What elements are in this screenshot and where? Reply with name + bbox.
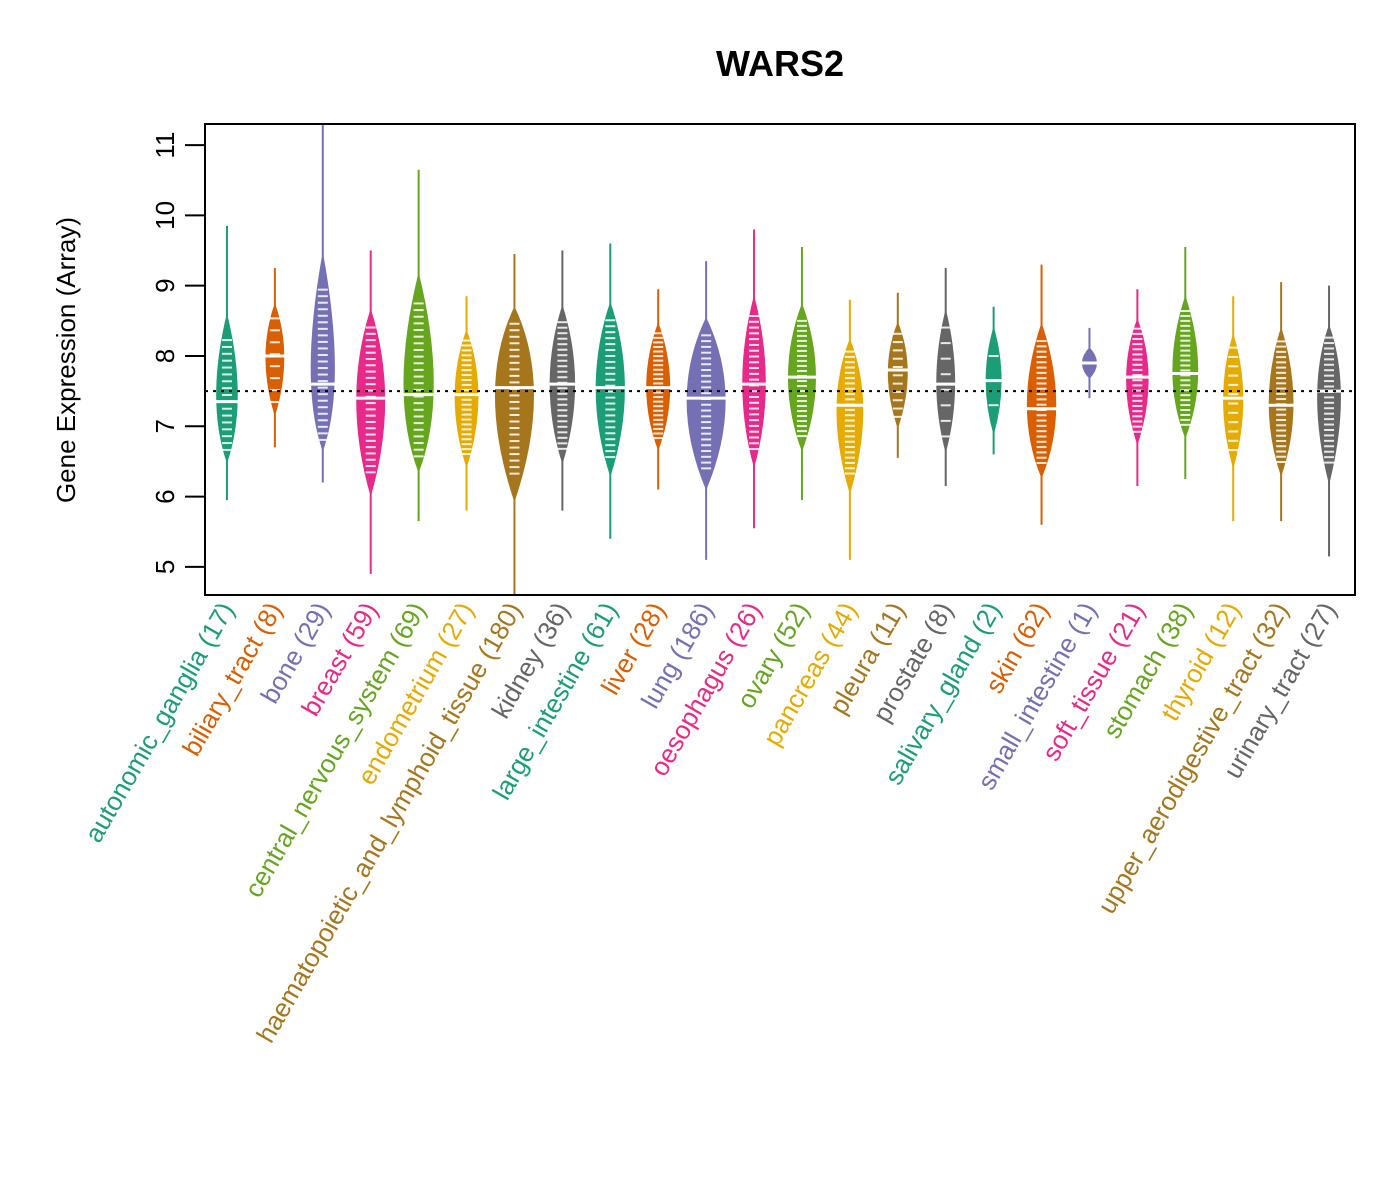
violin-body <box>265 302 285 417</box>
y-tick-label: 7 <box>150 419 180 433</box>
violin-liver <box>641 289 675 490</box>
violin-central-nervous-system <box>397 169 440 522</box>
y-tick-label: 9 <box>150 278 180 292</box>
violin-body <box>1172 295 1199 439</box>
violin-salivary-gland <box>982 306 1005 455</box>
violin-upper-aerodigestive-tract <box>1263 282 1299 522</box>
violin-pleura <box>884 292 912 458</box>
x-axis-labels: autonomic_ganglia (17)biliary_tract (8)b… <box>78 597 1342 1048</box>
violin-kidney <box>544 250 581 511</box>
y-axis: 5 6 7 8 9 10 11 <box>150 132 205 574</box>
violin-urinary-tract <box>1312 285 1346 557</box>
violin-body <box>310 251 335 452</box>
violin-large-intestine <box>590 243 631 539</box>
violin-prostate <box>932 268 959 487</box>
y-tick-label: 11 <box>150 132 180 159</box>
violin-breast <box>350 250 391 574</box>
violin-body <box>454 329 479 469</box>
violin-body <box>1026 322 1057 479</box>
violins <box>212 124 1346 595</box>
violin-oesophagus <box>737 229 771 529</box>
violin-ovary <box>782 247 822 501</box>
violin-haematopoietic-and-lymphoid-tissue <box>487 254 542 595</box>
violin-body <box>595 301 625 477</box>
y-axis-label: Gene Expression (Array) <box>51 217 81 503</box>
violin-stomach <box>1167 247 1204 480</box>
violin-body <box>1223 332 1244 469</box>
y-tick-label: 6 <box>150 489 180 503</box>
chart-title: WARS2 <box>716 43 844 84</box>
violin-autonomic-ganglia <box>212 225 242 501</box>
violin-body <box>403 272 434 473</box>
violin-body <box>494 306 534 503</box>
y-tick-label: 5 <box>150 560 180 574</box>
violin-body <box>1126 318 1149 446</box>
violin-body <box>742 295 766 469</box>
y-tick-label: 10 <box>150 201 180 230</box>
violin-body <box>686 317 726 491</box>
violin-pancreas <box>831 299 869 560</box>
violin-biliary-tract <box>261 268 288 448</box>
violin-bone <box>306 124 340 483</box>
violin-skin <box>1021 264 1062 525</box>
violin-body <box>1268 326 1294 477</box>
violin-thyroid <box>1219 296 1248 522</box>
violin-lung <box>679 261 734 560</box>
y-tick-label: 8 <box>150 349 180 363</box>
violin-body <box>936 308 956 454</box>
violin-endometrium <box>450 296 484 511</box>
violin-soft-tissue <box>1121 289 1153 487</box>
violin-body <box>836 338 864 495</box>
violin-body <box>1317 324 1341 485</box>
plot-frame <box>204 123 1356 596</box>
violin-small-intestine <box>1079 327 1100 399</box>
